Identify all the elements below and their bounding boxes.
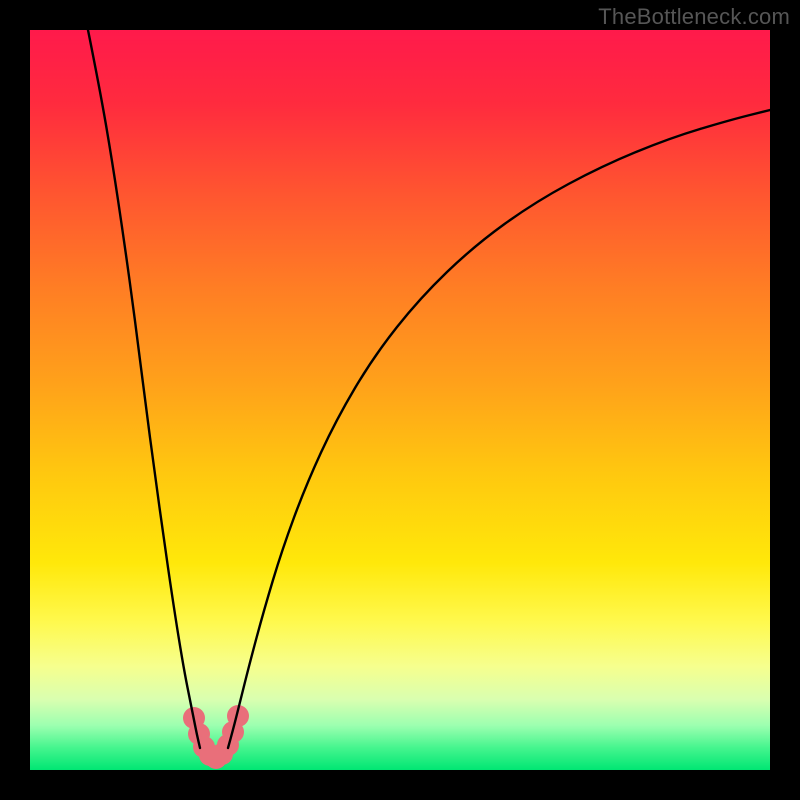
bottleneck-curve (30, 30, 770, 770)
watermark-text: TheBottleneck.com (598, 4, 790, 30)
chart-stage: TheBottleneck.com (0, 0, 800, 800)
curve-left-branch (88, 30, 200, 748)
curve-right-branch (228, 110, 770, 748)
plot-area (30, 30, 770, 770)
